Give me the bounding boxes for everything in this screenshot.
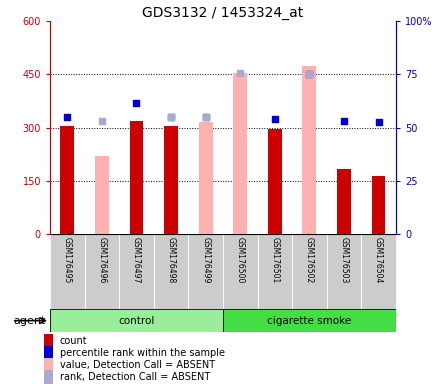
Title: GDS3132 / 1453324_at: GDS3132 / 1453324_at [142,6,303,20]
Text: GSM176496: GSM176496 [97,237,106,284]
Bar [257,234,292,309]
Bar [336,169,350,234]
Bar [223,234,257,309]
Bar [95,156,108,234]
Point [305,71,312,78]
Point [64,114,71,120]
Bar [292,234,326,309]
Bar [223,309,395,332]
Text: GSM176504: GSM176504 [373,237,382,284]
Bar [43,370,53,384]
Point [202,114,209,120]
Bar [326,234,361,309]
Text: value, Detection Call = ABSENT: value, Detection Call = ABSENT [59,360,214,370]
Bar [267,129,281,234]
Point [133,100,140,106]
Point [305,71,312,78]
Bar [119,234,154,309]
Text: agent: agent [13,316,46,326]
Point [202,114,209,120]
Bar [371,175,385,234]
Text: cigarette smoke: cigarette smoke [266,316,351,326]
Text: GSM176495: GSM176495 [62,237,72,284]
Bar [233,73,247,234]
Point [271,116,278,122]
Text: rank, Detection Call = ABSENT: rank, Detection Call = ABSENT [59,372,209,382]
Text: GSM176500: GSM176500 [235,237,244,284]
Text: count: count [59,336,87,346]
Text: GSM176501: GSM176501 [270,237,279,283]
Bar [60,126,74,234]
Bar [164,126,178,234]
Text: GSM176498: GSM176498 [166,237,175,283]
Text: GSM176497: GSM176497 [132,237,141,284]
Bar [361,234,395,309]
Bar [198,122,212,234]
Point [340,118,347,124]
Bar [85,234,119,309]
Text: GSM176499: GSM176499 [201,237,210,284]
Bar [50,309,223,332]
Point [236,70,243,76]
Bar [129,121,143,234]
Bar [302,66,316,234]
Point [374,119,381,126]
Text: percentile rank within the sample: percentile rank within the sample [59,348,224,358]
Point [98,118,105,124]
Point [167,114,174,120]
Bar [43,334,53,349]
Bar [154,234,188,309]
Bar [43,346,53,361]
Text: GSM176502: GSM176502 [304,237,313,283]
Text: control: control [118,316,155,326]
Point [167,114,174,120]
Bar [50,234,84,309]
Bar [188,234,223,309]
Bar [43,358,53,372]
Text: GSM176503: GSM176503 [339,237,348,284]
